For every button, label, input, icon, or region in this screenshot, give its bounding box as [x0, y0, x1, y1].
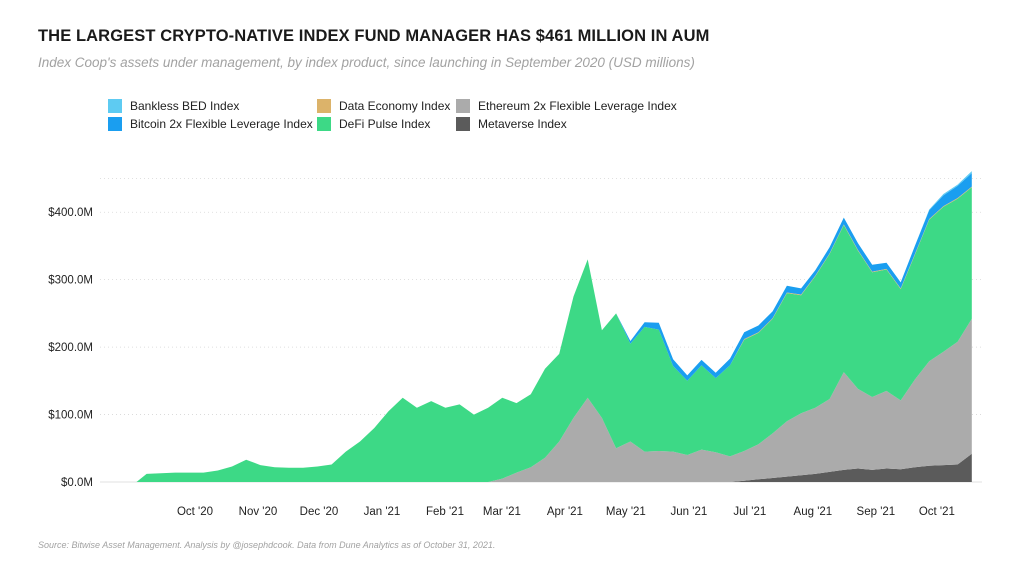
source-note: Source: Bitwise Asset Management. Analys… [38, 540, 496, 550]
legend-swatch [456, 117, 470, 131]
legend-item-data-economy: Data Economy Index [317, 99, 450, 113]
legend-label: Bitcoin 2x Flexible Leverage Index [130, 117, 313, 131]
legend-swatch [317, 117, 331, 131]
legend-label: Ethereum 2x Flexible Leverage Index [478, 99, 677, 113]
y-tick-label: $100.0M [48, 410, 93, 422]
legend-label: Data Economy Index [339, 99, 451, 113]
legend-swatch [108, 99, 122, 113]
legend-label: Bankless BED Index [130, 99, 240, 113]
x-tick-label: Mar '21 [483, 506, 521, 518]
area-defi-pulse-index [136, 187, 972, 483]
x-tick-label: Feb '21 [426, 506, 464, 518]
legend-item-eth2x: Ethereum 2x Flexible Leverage Index [456, 99, 677, 113]
x-tick-label: Dec '20 [300, 506, 339, 518]
chart-title: THE LARGEST CRYPTO-NATIVE INDEX FUND MAN… [38, 27, 710, 45]
x-tick-label: Nov '20 [239, 506, 278, 518]
legend: Bankless BED Index Bitcoin 2x Flexible L… [108, 99, 748, 139]
y-tick-label: $0.0M [61, 477, 93, 489]
x-tick-label: May '21 [606, 506, 646, 518]
x-tick-label: Jan '21 [364, 506, 401, 518]
x-tick-label: Jun '21 [671, 506, 708, 518]
x-tick-label: Jul '21 [733, 506, 766, 518]
legend-swatch [456, 99, 470, 113]
legend-item-btc2x: Bitcoin 2x Flexible Leverage Index [108, 117, 313, 131]
y-tick-label: $300.0M [48, 275, 93, 287]
legend-swatch [108, 117, 122, 131]
legend-label: DeFi Pulse Index [339, 117, 431, 131]
x-tick-label: Sep '21 [857, 506, 896, 518]
legend-item-bankless-bed: Bankless BED Index [108, 99, 239, 113]
legend-item-dpi: DeFi Pulse Index [317, 117, 430, 131]
chart-subtitle: Index Coop's assets under management, by… [38, 55, 695, 70]
x-tick-label: Aug '21 [794, 506, 833, 518]
area-ethereum-2x-flexible-leverage-index [136, 318, 972, 482]
legend-swatch [317, 99, 331, 113]
x-tick-label: Oct '21 [919, 506, 955, 518]
area-metaverse-index [136, 453, 972, 482]
x-tick-label: Oct '20 [177, 506, 213, 518]
y-tick-label: $200.0M [48, 342, 93, 354]
legend-item-metaverse: Metaverse Index [456, 117, 567, 131]
y-tick-label: $400.0M [48, 207, 93, 219]
legend-label: Metaverse Index [478, 117, 567, 131]
x-tick-label: Apr '21 [547, 506, 583, 518]
